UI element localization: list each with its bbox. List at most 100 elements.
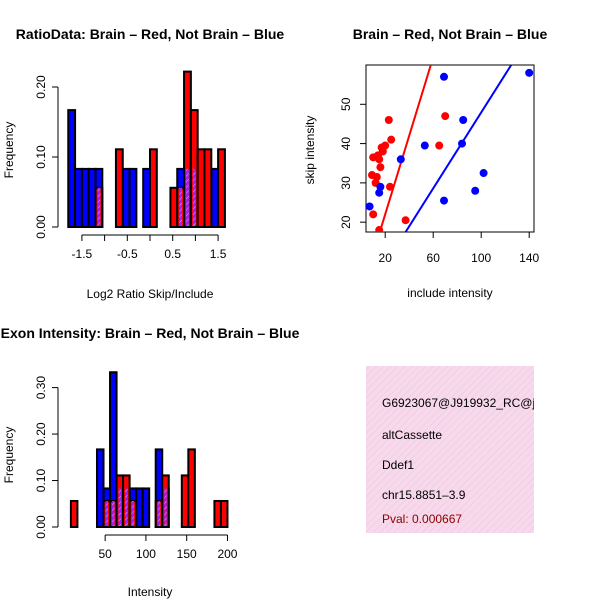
ratio-not-brain-bar-2	[80, 167, 90, 228]
intensity-overlap-bar-3	[118, 488, 122, 526]
ratio-histogram-axes: -1.5 -0.5 0.5 1.5 0.00 0.10 0.20	[34, 75, 227, 261]
scatter-point-not-brain-7	[458, 139, 466, 148]
scatter-point-brain-4	[372, 172, 381, 181]
intensity-histogram-panel: Exon Intensity: Brain – Red, Not Brain –…	[1, 325, 300, 599]
intensity-x-tick-label-1: 100	[136, 547, 156, 561]
scatter-x-tick-label-1: 60	[427, 251, 441, 265]
ratio-histogram-title: RatioData: Brain – Red, Not Brain – Blue	[16, 26, 285, 42]
info-box-background	[366, 366, 534, 533]
scatter-point-not-brain-10	[479, 169, 488, 178]
scatter-point-brain-16	[435, 141, 444, 150]
ratio-histogram-ylabel: Frequency	[2, 122, 16, 179]
ratio-brain-bar-2	[149, 148, 158, 228]
intensity-y-tick-label-2: 0.20	[34, 422, 48, 446]
ratio-not-brain-bar-0	[67, 109, 77, 228]
intensity-y-tick-label-1: 0.10	[34, 469, 48, 493]
scatter-point-brain-17	[441, 112, 450, 121]
info-gene-name: Ddef1	[382, 458, 414, 472]
ratio-not-brain-bar-6	[128, 167, 138, 228]
ratio-y-tick-label-1: 0.10	[34, 145, 48, 169]
scatter-point-not-brain-8	[459, 116, 468, 125]
scatter-title: Brain – Red, Not Brain – Blue	[353, 26, 548, 42]
scatter-xlabel: include intensity	[407, 286, 492, 300]
intensity-brain-bar-11	[219, 499, 229, 528]
scatter-x-tick-label-0: 20	[379, 251, 393, 265]
scatter-plot-frame	[365, 64, 535, 233]
scatter-point-not-brain-6	[440, 72, 448, 81]
intensity-not-brain-bar-7	[141, 487, 151, 528]
ratio-x-tick-label-6: 1.5	[210, 247, 227, 261]
ratio-histogram-panel: RatioData: Brain – Red, Not Brain – Blue…	[2, 26, 284, 301]
intensity-overlap-bar-8	[157, 500, 161, 526]
intensity-histogram-bars	[69, 371, 229, 528]
ratio-histogram-xlabel: Log2 Ratio Skip/Include	[87, 287, 214, 301]
intensity-x-tick-label-3: 200	[217, 547, 237, 561]
ratio-not-brain-bar-5	[121, 167, 131, 228]
scatter-marks	[366, 65, 534, 232]
scatter-fit-line-brain	[378, 65, 432, 232]
intensity-histogram-ylabel: Frequency	[2, 427, 16, 484]
intensity-scatter-panel: Brain – Red, Not Brain – Blue 20 60 100 140…	[303, 26, 547, 300]
scatter-point-brain-15	[401, 216, 410, 225]
scatter-point-brain-0	[369, 210, 378, 219]
scatter-point-brain-6	[375, 155, 384, 164]
scatter-point-brain-13	[386, 182, 394, 191]
info-event-type: altCassette	[382, 428, 442, 442]
ratio-y-tick-label-0: 0.00	[34, 215, 48, 239]
intensity-overlap-bar-2	[112, 500, 115, 526]
ratio-overlap-bar-9	[186, 168, 189, 226]
intensity-overlap-bar-4	[125, 488, 128, 526]
ratio-not-brain-bar-11	[210, 167, 220, 228]
intensity-brain-bar-9	[187, 448, 196, 528]
intensity-brain-bar-0	[69, 499, 79, 528]
ratio-y-tick-label-2: 0.20	[34, 75, 48, 99]
scatter-point-brain-11	[381, 141, 390, 150]
scatter-fit-line-not-brain	[404, 65, 513, 232]
ratio-overlap-bar-10	[192, 168, 196, 226]
scatter-point-not-brain-4	[420, 141, 429, 150]
intensity-histogram-title: Exon Intensity: Brain – Red, Not Brain –…	[1, 325, 300, 341]
scatter-point-not-brain-2	[376, 182, 385, 191]
ratio-not-brain-bar-7	[142, 167, 152, 228]
ratio-x-tick-label-2: -0.5	[117, 247, 138, 261]
ratio-overlap-bar-4	[97, 187, 101, 226]
scatter-point-brain-14	[387, 135, 396, 144]
ratio-histogram-bars	[67, 70, 226, 229]
intensity-histogram-xlabel: Intensity	[128, 585, 173, 599]
scatter-axes: 20 60 100 140 20 30 40 50	[339, 97, 540, 265]
ratio-brain-bar-7	[196, 148, 206, 228]
intensity-y-tick-label-3: 0.30	[34, 376, 48, 400]
ratio-brain-bar-8	[203, 148, 213, 228]
intensity-x-tick-label-2: 150	[177, 547, 197, 561]
intensity-x-tick-label-0: 50	[98, 547, 112, 561]
info-pval: Pval: 0.000667	[382, 512, 462, 526]
info-box-panel: G6923067@J919932_RC@j_at altCassette Dde…	[366, 366, 534, 533]
ratio-brain-bar-1	[114, 148, 124, 228]
scatter-y-tick-label-3: 50	[339, 97, 353, 111]
scatter-point-not-brain-11	[525, 68, 534, 77]
ratio-not-brain-bar-1	[74, 167, 83, 228]
scatter-point-not-brain-9	[471, 186, 480, 195]
intensity-overlap-bar-9	[164, 488, 167, 526]
scatter-y-tick-label-0: 20	[339, 215, 353, 229]
scatter-point-brain-12	[384, 116, 393, 125]
scatter-y-tick-label-2: 40	[339, 137, 353, 151]
ratio-overlap-bar-8	[179, 187, 183, 226]
scatter-point-not-brain-3	[396, 155, 405, 164]
scatter-point-brain-8	[376, 163, 385, 172]
intensity-y-tick-label-0: 0.00	[34, 515, 48, 539]
scatter-x-tick-label-2: 100	[471, 251, 491, 265]
scatter-point-not-brain-0	[366, 202, 374, 211]
ratio-brain-bar-9	[217, 148, 226, 228]
intensity-histogram-axes: 50 100 150 200 0.00 0.10 0.20 0.30	[34, 376, 238, 561]
ratio-x-tick-label-4: 0.5	[164, 247, 181, 261]
ratio-x-tick-label-0: -1.5	[72, 247, 93, 261]
ratio-brain-bar-3	[169, 186, 179, 229]
scatter-point-not-brain-5	[440, 196, 448, 205]
info-location: chr15.8851–3.9	[382, 488, 466, 502]
scatter-x-tick-label-3: 140	[519, 251, 539, 265]
scatter-y-tick-label-1: 30	[339, 176, 353, 190]
ratio-not-brain-bar-3	[87, 167, 97, 228]
scatter-point-brain-7	[375, 226, 384, 232]
